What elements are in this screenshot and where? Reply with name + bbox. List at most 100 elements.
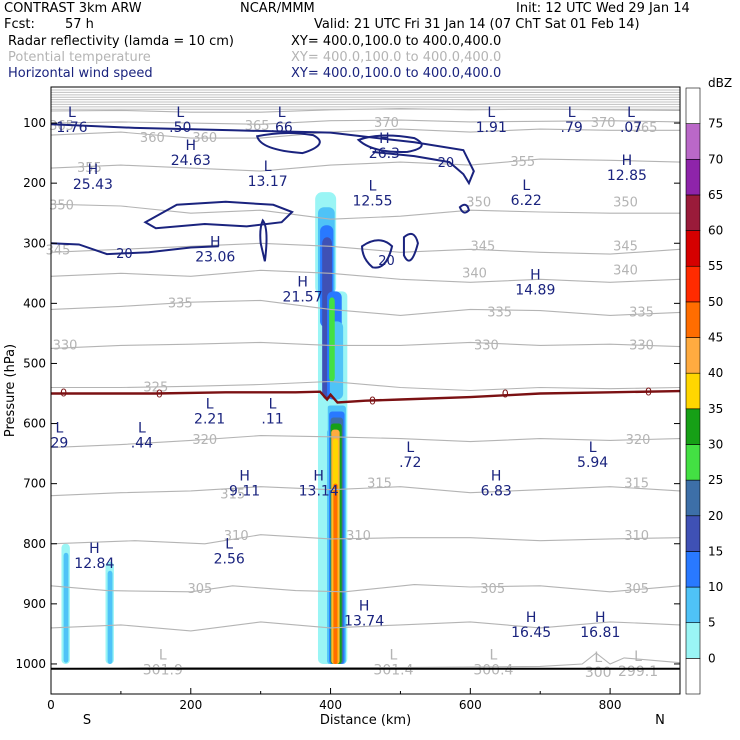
extremum-value: 16.45 [511, 625, 551, 641]
x-axis-title: Distance (km) [320, 713, 411, 728]
extremum-low-marker: L [489, 648, 497, 664]
wind-contour-20 [356, 134, 423, 153]
colorbar-level-label: 25 [708, 473, 723, 487]
extremum-high-marker: H [89, 541, 100, 557]
extremum-value: .50 [169, 120, 191, 136]
theta-contour-365 [50, 119, 681, 125]
colorbar-swatch [685, 479, 701, 517]
theta-contour-305 [50, 621, 681, 632]
colorbar-level-label: 35 [708, 402, 723, 416]
reflectivity-cell [329, 297, 335, 382]
colorbar-level-label: 5 [708, 616, 716, 630]
theta-label: 330 [53, 338, 78, 353]
extremum-high-marker: H [88, 162, 99, 178]
extremum-low-marker: L [264, 159, 272, 175]
theta-label: 340 [462, 266, 487, 281]
theta-label: 345 [613, 239, 638, 254]
extremum-high-marker: H [595, 610, 606, 626]
colorbar-swatch [685, 622, 701, 659]
y-tick-label: 800 [23, 537, 46, 551]
valid-time: Valid: 21 UTC Fri 31 Jan 14 (07 ChT Sat … [314, 17, 640, 32]
theta-label: 310 [224, 529, 249, 544]
extremum-low-marker: L [68, 105, 76, 121]
extremum-low-marker: L [568, 105, 576, 121]
wind-contour-20 [458, 203, 471, 214]
theta-label: 345 [470, 239, 495, 254]
y-tick-label: 1000 [15, 657, 46, 671]
extremum-value: 13.74 [344, 613, 384, 629]
extremum-value: .07 [620, 120, 642, 136]
theta-label: 340 [613, 263, 638, 278]
extremum-value: 12.55 [352, 193, 392, 209]
extremum-high-marker: H [530, 267, 541, 283]
theta-label: 330 [629, 338, 654, 353]
theta-contour-320 [50, 435, 681, 449]
theta-contour-300 [50, 652, 681, 670]
extremum-value: 301.9 [143, 663, 183, 679]
theta-contour-355 [50, 158, 681, 172]
extremum-value: 300 [585, 665, 612, 681]
y-tick-label: 900 [23, 597, 46, 611]
theta-label: 320 [626, 433, 651, 448]
theta-label: 360 [140, 131, 165, 146]
x-tick-label: 600 [459, 698, 482, 712]
extremum-low-marker: L [406, 440, 414, 456]
freezing-level-label: 0 [369, 395, 376, 408]
y-tick-label: 700 [23, 477, 46, 491]
extremum-value: 299.1 [618, 664, 658, 680]
extremum-high-marker: H [297, 275, 308, 291]
colorbar-unit: dBZ [708, 76, 732, 90]
wind-contour-20 [255, 131, 321, 155]
y-tick-label: 100 [23, 116, 46, 130]
wind-contour-label: 20 [438, 156, 455, 171]
colorbar-swatch [685, 230, 701, 267]
colorbar-level-label: 60 [708, 224, 723, 238]
extremum-value: .79 [561, 120, 583, 136]
wind-contour-label: 20 [116, 247, 133, 262]
extremum-low-marker: L [138, 421, 146, 437]
freezing-level-label: 0 [156, 388, 163, 401]
extremum-low-marker: L [634, 649, 642, 665]
colorbar-swatch [685, 337, 701, 374]
extremum-value: 23.06 [195, 249, 235, 265]
extremum-value: 13.14 [299, 484, 339, 500]
theta-label: 315 [367, 477, 392, 492]
x-tick-label: 0 [47, 698, 55, 712]
wind-contour-20 [259, 218, 268, 262]
extremum-value: .44 [131, 436, 153, 452]
extremum-high-marker: H [491, 469, 502, 485]
extremum-high-marker: H [239, 469, 250, 485]
extremum-value: 16.81 [580, 625, 620, 641]
theta-contour-310 [50, 534, 681, 545]
wind-contour-20 [402, 232, 419, 262]
extremum-high-marker: H [186, 138, 197, 154]
field-name-reflectivity: Radar reflectivity (lamda = 10 cm) [8, 34, 234, 49]
extremum-value: .66 [271, 120, 293, 136]
y-tick-label: 500 [23, 356, 46, 370]
extremum-low-marker: L [589, 440, 597, 456]
colorbar-swatch [685, 123, 701, 160]
y-axis-title: Pressure (hPa) [3, 344, 18, 437]
y-tick-label: 300 [23, 236, 46, 250]
center-label: NCAR/MMM [240, 1, 315, 16]
theta-label: 305 [187, 582, 212, 597]
extremum-high-marker: H [210, 234, 221, 250]
theta-label: 355 [510, 155, 535, 170]
extremum-low-marker: L [369, 178, 377, 194]
theta-contour-330 [50, 341, 681, 349]
theta-label: 335 [487, 305, 512, 320]
theta-contour-335 [50, 299, 681, 316]
theta-label: 310 [346, 529, 371, 544]
plot-area [51, 87, 680, 694]
theta-contour-315 [50, 486, 681, 497]
theta-label: 350 [613, 195, 638, 210]
theta-contour-350 [50, 203, 680, 220]
theta-label: 305 [624, 582, 649, 597]
x-end-label-south: S [83, 713, 91, 728]
colorbar-level-label: 45 [708, 331, 723, 345]
extremum-high-marker: H [379, 131, 390, 147]
x-tick-label: 800 [599, 698, 622, 712]
extremum-value: 14.89 [515, 282, 555, 298]
theta-label: 345 [46, 243, 71, 258]
